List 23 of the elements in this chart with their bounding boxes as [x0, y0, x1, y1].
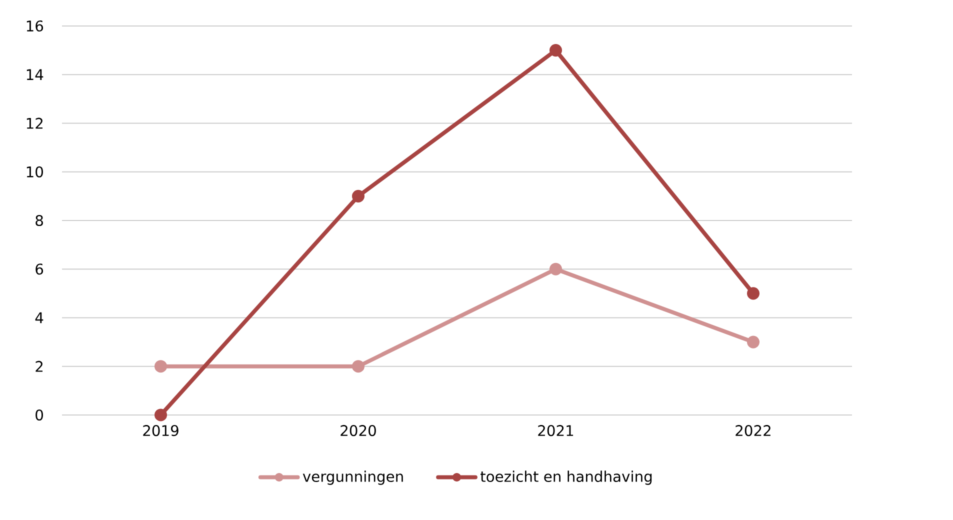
legend-label: toezicht en handhaving	[480, 470, 652, 485]
x-tick-label: 2021	[538, 425, 574, 436]
point	[549, 262, 562, 276]
point	[352, 190, 365, 202]
x-tick-label: 2020	[340, 425, 376, 436]
y-tick-label: 2	[36, 360, 42, 372]
point	[352, 360, 365, 373]
point	[746, 287, 760, 300]
point	[746, 336, 760, 348]
point	[154, 360, 168, 373]
point	[549, 44, 562, 57]
y-tick-label: 16	[26, 20, 44, 32]
y-tick-label: 4	[35, 312, 44, 324]
y-tick-label: 12	[26, 118, 42, 129]
x-tick-label: 2022	[736, 425, 770, 436]
legend-label: vergunningen	[302, 470, 403, 485]
point	[154, 408, 168, 422]
y-tick-label: 14	[26, 69, 44, 80]
y-tick-label: 10	[26, 166, 43, 178]
y-tick-label: 0	[36, 409, 43, 421]
y-tick-label: 8	[36, 214, 43, 226]
x-tick-label: 2019	[143, 425, 178, 436]
y-tick-label: 6	[36, 264, 44, 275]
